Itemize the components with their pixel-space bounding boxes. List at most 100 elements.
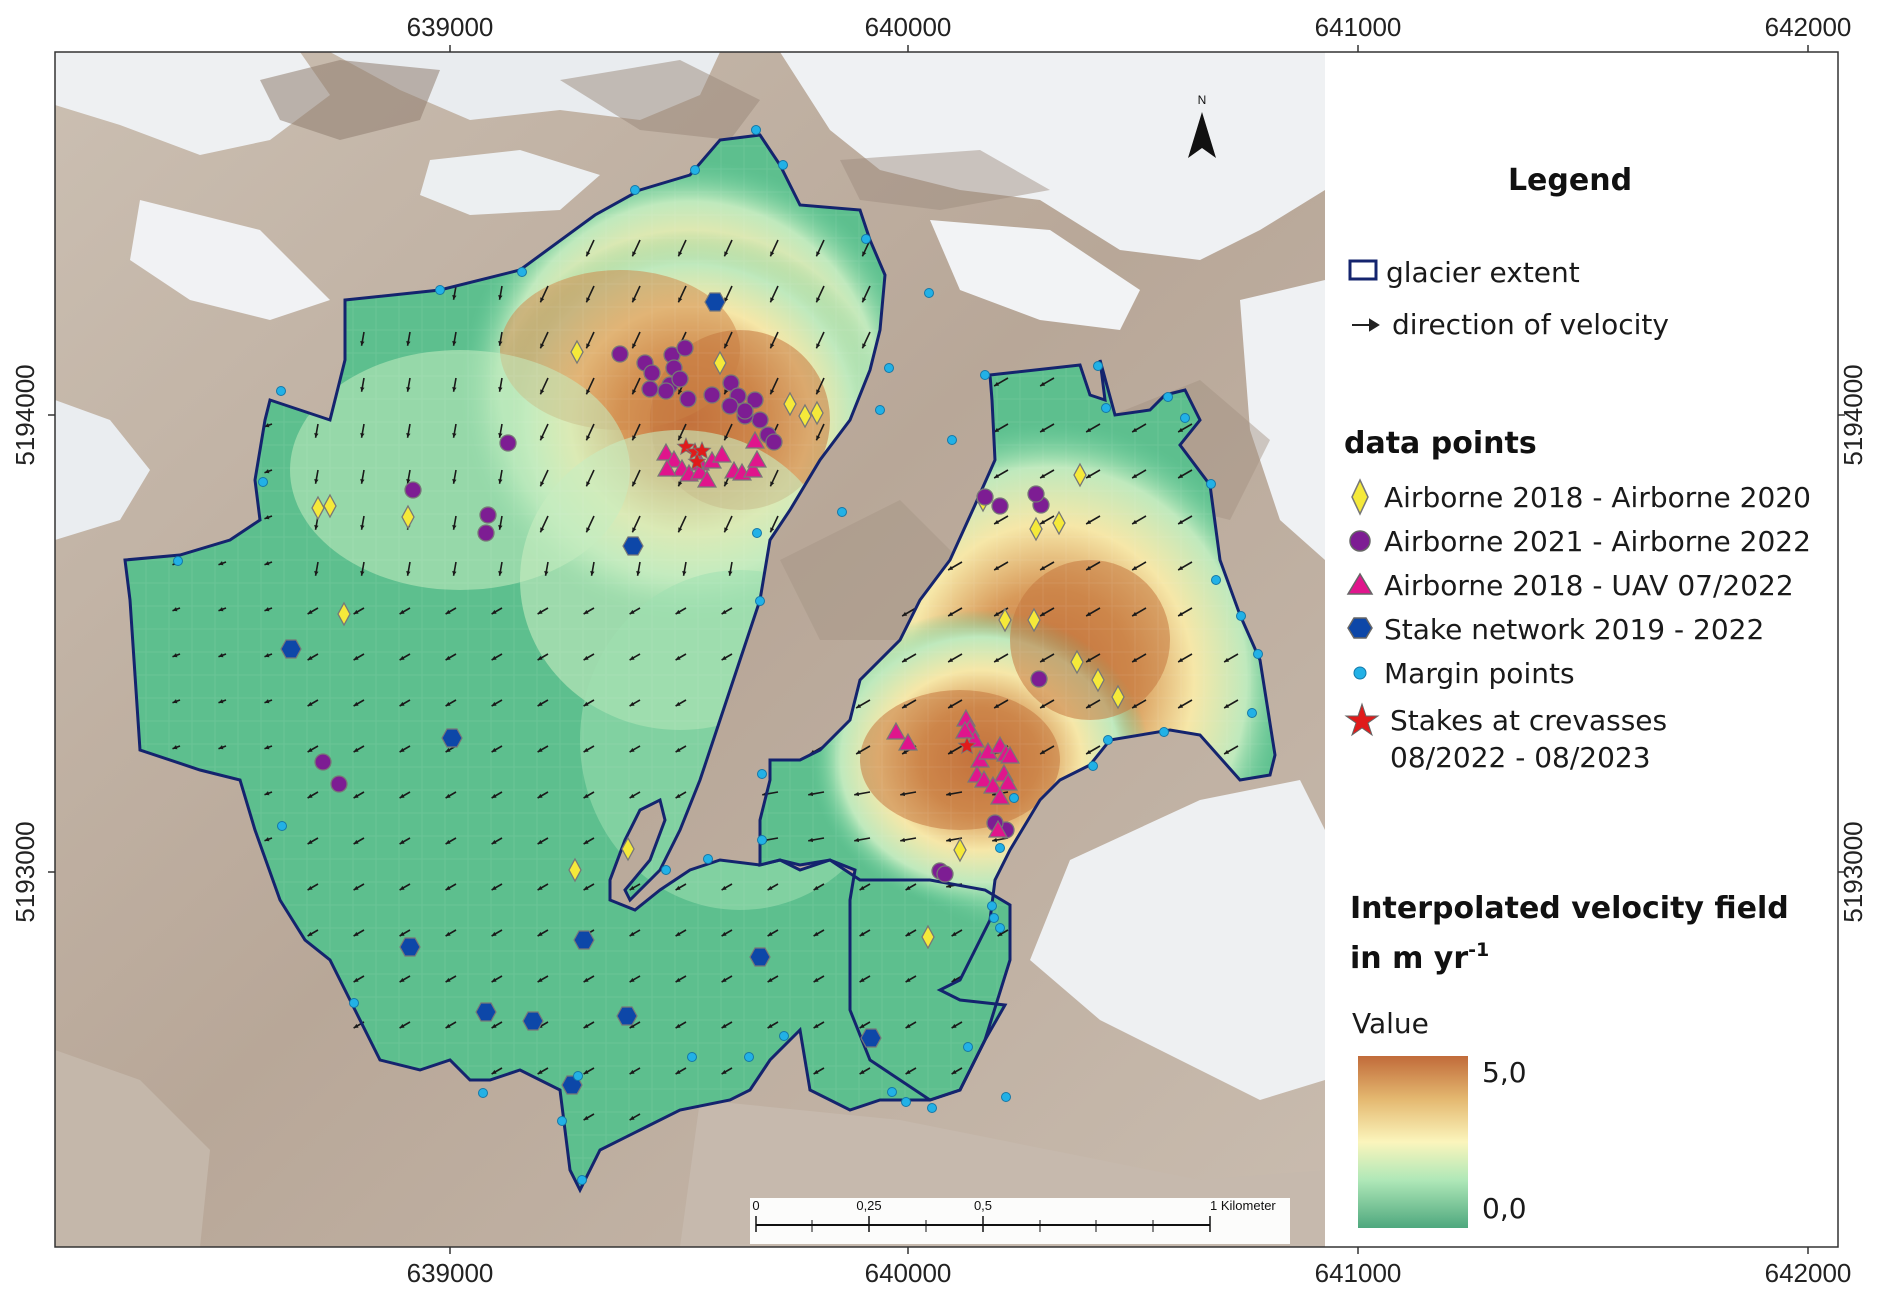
- x-tick-label: 641000: [1315, 12, 1402, 42]
- x-tick-label: 642000: [1765, 1258, 1852, 1288]
- airborne-2021-2022-point: [641, 380, 659, 398]
- airborne-uav-point: [997, 772, 1019, 791]
- velocity-arrow: [360, 561, 365, 576]
- velocity-arrow: [264, 469, 273, 474]
- map-frame: [54, 51, 1839, 1248]
- velocity-arrow: [1039, 423, 1055, 433]
- margin-point: [1163, 392, 1173, 402]
- airborne-uav-point: [987, 819, 1009, 838]
- margin-point: [779, 1031, 789, 1041]
- margin-point: [963, 1042, 973, 1052]
- margin-point: [1088, 761, 1098, 771]
- velocity-arrow: [445, 975, 457, 983]
- y-axis-right-labels: 5194000 5193000: [1838, 364, 1868, 922]
- margin-point: [687, 1052, 697, 1062]
- velocity-arrow: [767, 883, 779, 891]
- velocity-arrow: [1177, 469, 1193, 479]
- margin-point: [276, 386, 286, 396]
- margin-point: [478, 1088, 488, 1098]
- velocity-arrow: [1039, 469, 1055, 479]
- velocity-arrow: [399, 653, 411, 661]
- velocity-arrow: [539, 469, 549, 487]
- value-label: Value: [1352, 1007, 1429, 1040]
- airborne-2018-2020-point: [998, 607, 1012, 633]
- velocity-arrow: [498, 423, 503, 438]
- legend-item-label: Airborne 2018 - UAV 07/2022: [1384, 569, 1794, 602]
- margin-point: [703, 854, 713, 864]
- margin-point: [884, 363, 894, 373]
- velocity-arrow: [264, 423, 273, 428]
- velocity-arrow: [1177, 515, 1193, 525]
- velocity-arrow: [675, 607, 687, 615]
- velocity-arrow: [1039, 653, 1055, 663]
- velocity-arrow: [855, 699, 871, 709]
- velocity-arrow: [721, 929, 733, 937]
- velocity-arrow: [1039, 515, 1055, 525]
- velocity-arrow: [900, 791, 917, 797]
- velocity-arrow: [1085, 745, 1101, 755]
- velocity-arrow: [172, 653, 181, 658]
- velocity-arrow: [583, 837, 595, 845]
- stake-network-point: [399, 937, 421, 957]
- velocity-arrow: [1039, 377, 1055, 387]
- velocity-arrow: [544, 561, 549, 576]
- airborne-2018-2020-point: [810, 400, 824, 426]
- velocity-arrow: [360, 469, 365, 484]
- velocity-arrow: [993, 377, 1009, 387]
- velocity-arrow: [264, 699, 273, 704]
- stake-network-point: [475, 1002, 497, 1022]
- velocity-arrow: [585, 423, 595, 441]
- velocity-arrow: [677, 423, 687, 441]
- velocity-arrow: [218, 699, 227, 704]
- margin-point: [947, 435, 957, 445]
- airborne-uav-point: [656, 458, 678, 477]
- x-axis-bottom-labels: 639000 640000 641000 642000: [407, 1258, 1852, 1288]
- data-points-heading: data points: [1344, 426, 1537, 461]
- stake-network-point: [704, 292, 726, 312]
- velocity-arrow: [905, 883, 917, 891]
- legend-item-label: Margin points: [1384, 657, 1575, 690]
- velocity-arrow: [491, 699, 503, 707]
- velocity-arrow: [353, 929, 365, 937]
- velocity-arrow: [445, 653, 457, 661]
- magenta-triangle-icon: [1346, 572, 1374, 595]
- velocity-arrow: [682, 561, 687, 576]
- y-tick-label: 5194000: [1838, 364, 1868, 465]
- y-tick-label: 5193000: [1838, 821, 1868, 922]
- velocity-arrow: [264, 745, 273, 750]
- velocity-arrow: [1039, 699, 1055, 709]
- margin-point: [744, 1052, 754, 1062]
- velocity-arrow: [721, 653, 733, 661]
- velocity-arrow: [631, 469, 641, 487]
- airborne-2021-2022-point: [679, 390, 697, 408]
- velocity-arrow: [360, 377, 365, 392]
- velocity-arrow: [728, 561, 733, 576]
- airborne-2018-2020-point: [323, 493, 337, 519]
- velocity-arrow: [675, 1067, 687, 1075]
- airborne-2021-2022-point: [703, 386, 721, 404]
- velocity-arrow: [675, 1021, 687, 1029]
- x-tick-label: 641000: [1315, 1258, 1402, 1288]
- y-axis-left-labels: 5194000 5193000: [10, 364, 40, 922]
- velocity-arrow: [675, 883, 687, 891]
- airborne-2018-2020-point: [921, 924, 935, 950]
- velocity-arrow: [452, 469, 457, 484]
- velocity-arrow: [723, 331, 733, 349]
- airborne-2018-2020-point: [311, 495, 325, 521]
- red-star-icon: [1344, 702, 1380, 737]
- x-axis-top-labels: 639000 640000 641000 642000: [407, 12, 1852, 42]
- airborne-2021-2022-point: [671, 370, 689, 388]
- velocity-arrow: [723, 239, 733, 257]
- margin-point: [349, 998, 359, 1008]
- velocity-arrow: [675, 699, 687, 707]
- arrow-right-icon: [1352, 318, 1380, 332]
- margin-point: [1101, 403, 1111, 413]
- cyan-dot-icon: [1353, 666, 1367, 680]
- margin-point: [517, 267, 527, 277]
- velocity-arrow: [307, 653, 319, 661]
- velocity-arrow: [445, 883, 457, 891]
- velocity-arrow: [859, 883, 871, 891]
- margin-point: [557, 1116, 567, 1126]
- legend-item-label-2: 08/2022 - 08/2023: [1390, 741, 1651, 774]
- x-tick-label: 639000: [407, 1258, 494, 1288]
